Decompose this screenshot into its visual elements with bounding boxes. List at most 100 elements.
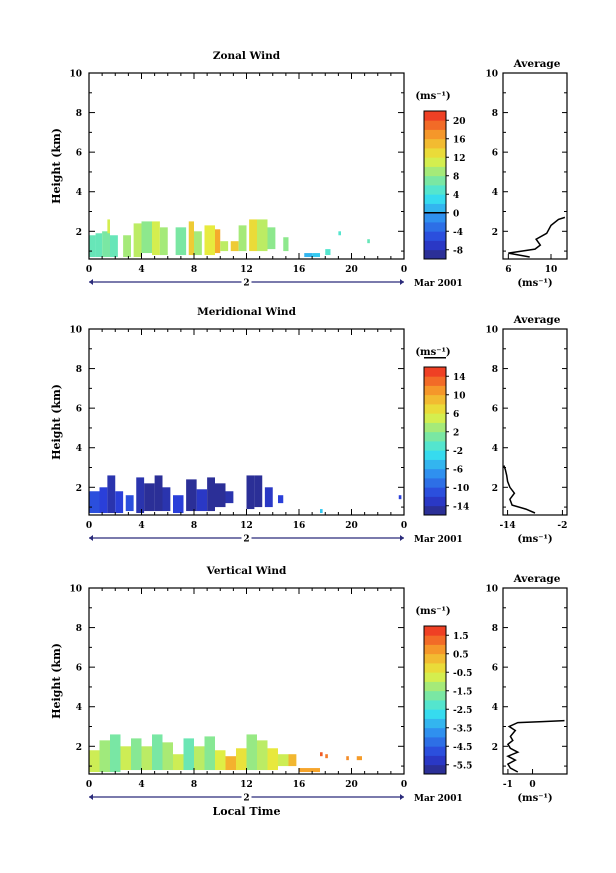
heatmap-cell xyxy=(320,509,323,514)
heatmap-cell xyxy=(367,239,370,244)
colorbar-band xyxy=(424,129,446,140)
heatmap-cell xyxy=(136,477,145,514)
average-unit: (ms⁻¹) xyxy=(517,534,552,545)
heatmap-cell xyxy=(107,475,116,514)
heatmap-cell xyxy=(154,475,163,512)
heatmap-cell xyxy=(159,227,168,256)
colorbar-band xyxy=(424,644,446,655)
colorbar-band xyxy=(424,672,446,682)
colorbar-frame xyxy=(423,625,447,775)
colorbar-band xyxy=(424,690,446,701)
heatmap-cell xyxy=(254,475,263,508)
heatmap-cell xyxy=(183,738,194,771)
y-tick-label: 2 xyxy=(76,743,82,753)
colorbar-tick-label: 1.5 xyxy=(453,632,469,642)
heatmap-cell xyxy=(215,229,221,254)
heatmap-cell xyxy=(257,219,268,252)
average-y-tick-label: 10 xyxy=(485,585,498,595)
colorbar-band xyxy=(424,111,446,121)
x-tick-label: 16 xyxy=(293,265,306,275)
colorbar-tick-label: -14 xyxy=(453,502,469,512)
date-mark-bg xyxy=(241,533,252,543)
colorbar-band xyxy=(424,450,446,460)
y-tick-label: 6 xyxy=(76,149,82,159)
average-x-tick-label: 10 xyxy=(545,265,558,275)
colorbar-band xyxy=(424,120,446,130)
date-mark-bg xyxy=(241,277,252,287)
heatmap-cell xyxy=(246,475,255,510)
heatmap-cell xyxy=(220,241,229,252)
x-tick-label: 0 xyxy=(401,265,407,275)
heatmap-cell xyxy=(278,495,284,504)
colorbar-band xyxy=(424,727,446,738)
heatmap-cell xyxy=(194,746,205,771)
heatmap-cell xyxy=(346,756,349,761)
colorbar-tick-label: 0.5 xyxy=(453,650,469,660)
date-arrow-right-icon xyxy=(400,279,404,285)
colorbar-tick-label: 8 xyxy=(453,172,459,182)
x-tick-label: 0 xyxy=(401,521,407,531)
heatmap-cell xyxy=(304,253,313,258)
colorbar-band xyxy=(424,478,446,488)
colorbar-band xyxy=(424,249,446,260)
average-y-tick-label: 2 xyxy=(492,228,498,238)
colorbar-band xyxy=(424,157,446,167)
heatmap-cell xyxy=(141,746,152,771)
y-tick-label: 8 xyxy=(76,624,82,634)
colorbar-band xyxy=(424,240,446,251)
y-tick-label: 4 xyxy=(76,188,82,198)
average-y-tick-label: 4 xyxy=(492,444,498,454)
heatmap-cell xyxy=(249,219,257,252)
colorbar-tick-label: -5.5 xyxy=(453,761,472,771)
heatmap-cell xyxy=(196,489,208,512)
date-mark: 2 xyxy=(243,535,249,545)
heatmap-cell xyxy=(115,491,124,514)
heatmap-cell xyxy=(141,221,152,254)
y-tick-label: 2 xyxy=(76,484,82,494)
average-title: Average xyxy=(513,314,561,326)
heatmap-cell xyxy=(107,219,110,234)
x-tick-label: 8 xyxy=(191,521,197,531)
colorbar-band xyxy=(424,496,446,507)
heatmap-cell xyxy=(102,231,110,258)
heatmap-cell xyxy=(133,223,142,258)
heatmap-cell xyxy=(246,734,257,771)
colorbar-band xyxy=(424,441,446,451)
colorbar-band xyxy=(424,635,446,645)
heatmap-cell xyxy=(152,221,160,256)
date-arrow-left-icon xyxy=(89,535,93,541)
heatmap-cell xyxy=(120,746,131,771)
colorbar-tick-label: -0.5 xyxy=(453,669,472,679)
colorbar-band xyxy=(424,385,446,396)
heatmap-cell xyxy=(264,487,273,508)
heatmap-cell xyxy=(123,235,131,258)
colorbar-unit: (ms⁻¹) xyxy=(415,347,450,358)
colorbar-band xyxy=(424,709,446,719)
heatmap-cell xyxy=(320,752,323,757)
colorbar-tick-label: 4 xyxy=(453,191,459,201)
heatmap-cell xyxy=(238,225,247,252)
average-title: Average xyxy=(513,573,561,585)
date-arrow-right-icon xyxy=(400,794,404,800)
y-tick-label: 4 xyxy=(76,703,82,713)
y-tick-label: 10 xyxy=(69,326,82,336)
y-axis-label: Height (km) xyxy=(50,384,63,460)
date-mark-bg xyxy=(241,792,252,802)
colorbar-band xyxy=(424,376,446,386)
heatmap-cell xyxy=(144,483,155,512)
colorbar-tick-label: 20 xyxy=(453,117,466,127)
colorbar-band xyxy=(424,185,446,195)
average-y-tick-label: 4 xyxy=(492,188,498,198)
colorbar-band xyxy=(424,468,446,479)
date-arrow-left-icon xyxy=(89,279,93,285)
colorbar-tick-label: 2 xyxy=(453,428,459,438)
date-label: Mar 2001 xyxy=(414,794,463,804)
heatmap-cell xyxy=(89,235,96,258)
colorbar-tick-label: -3.5 xyxy=(453,724,472,734)
average-y-tick-label: 6 xyxy=(492,664,498,674)
y-axis-label: Height (km) xyxy=(50,643,63,719)
heatmap-cell xyxy=(215,483,226,508)
colorbar-tick-label: -4 xyxy=(453,228,463,238)
